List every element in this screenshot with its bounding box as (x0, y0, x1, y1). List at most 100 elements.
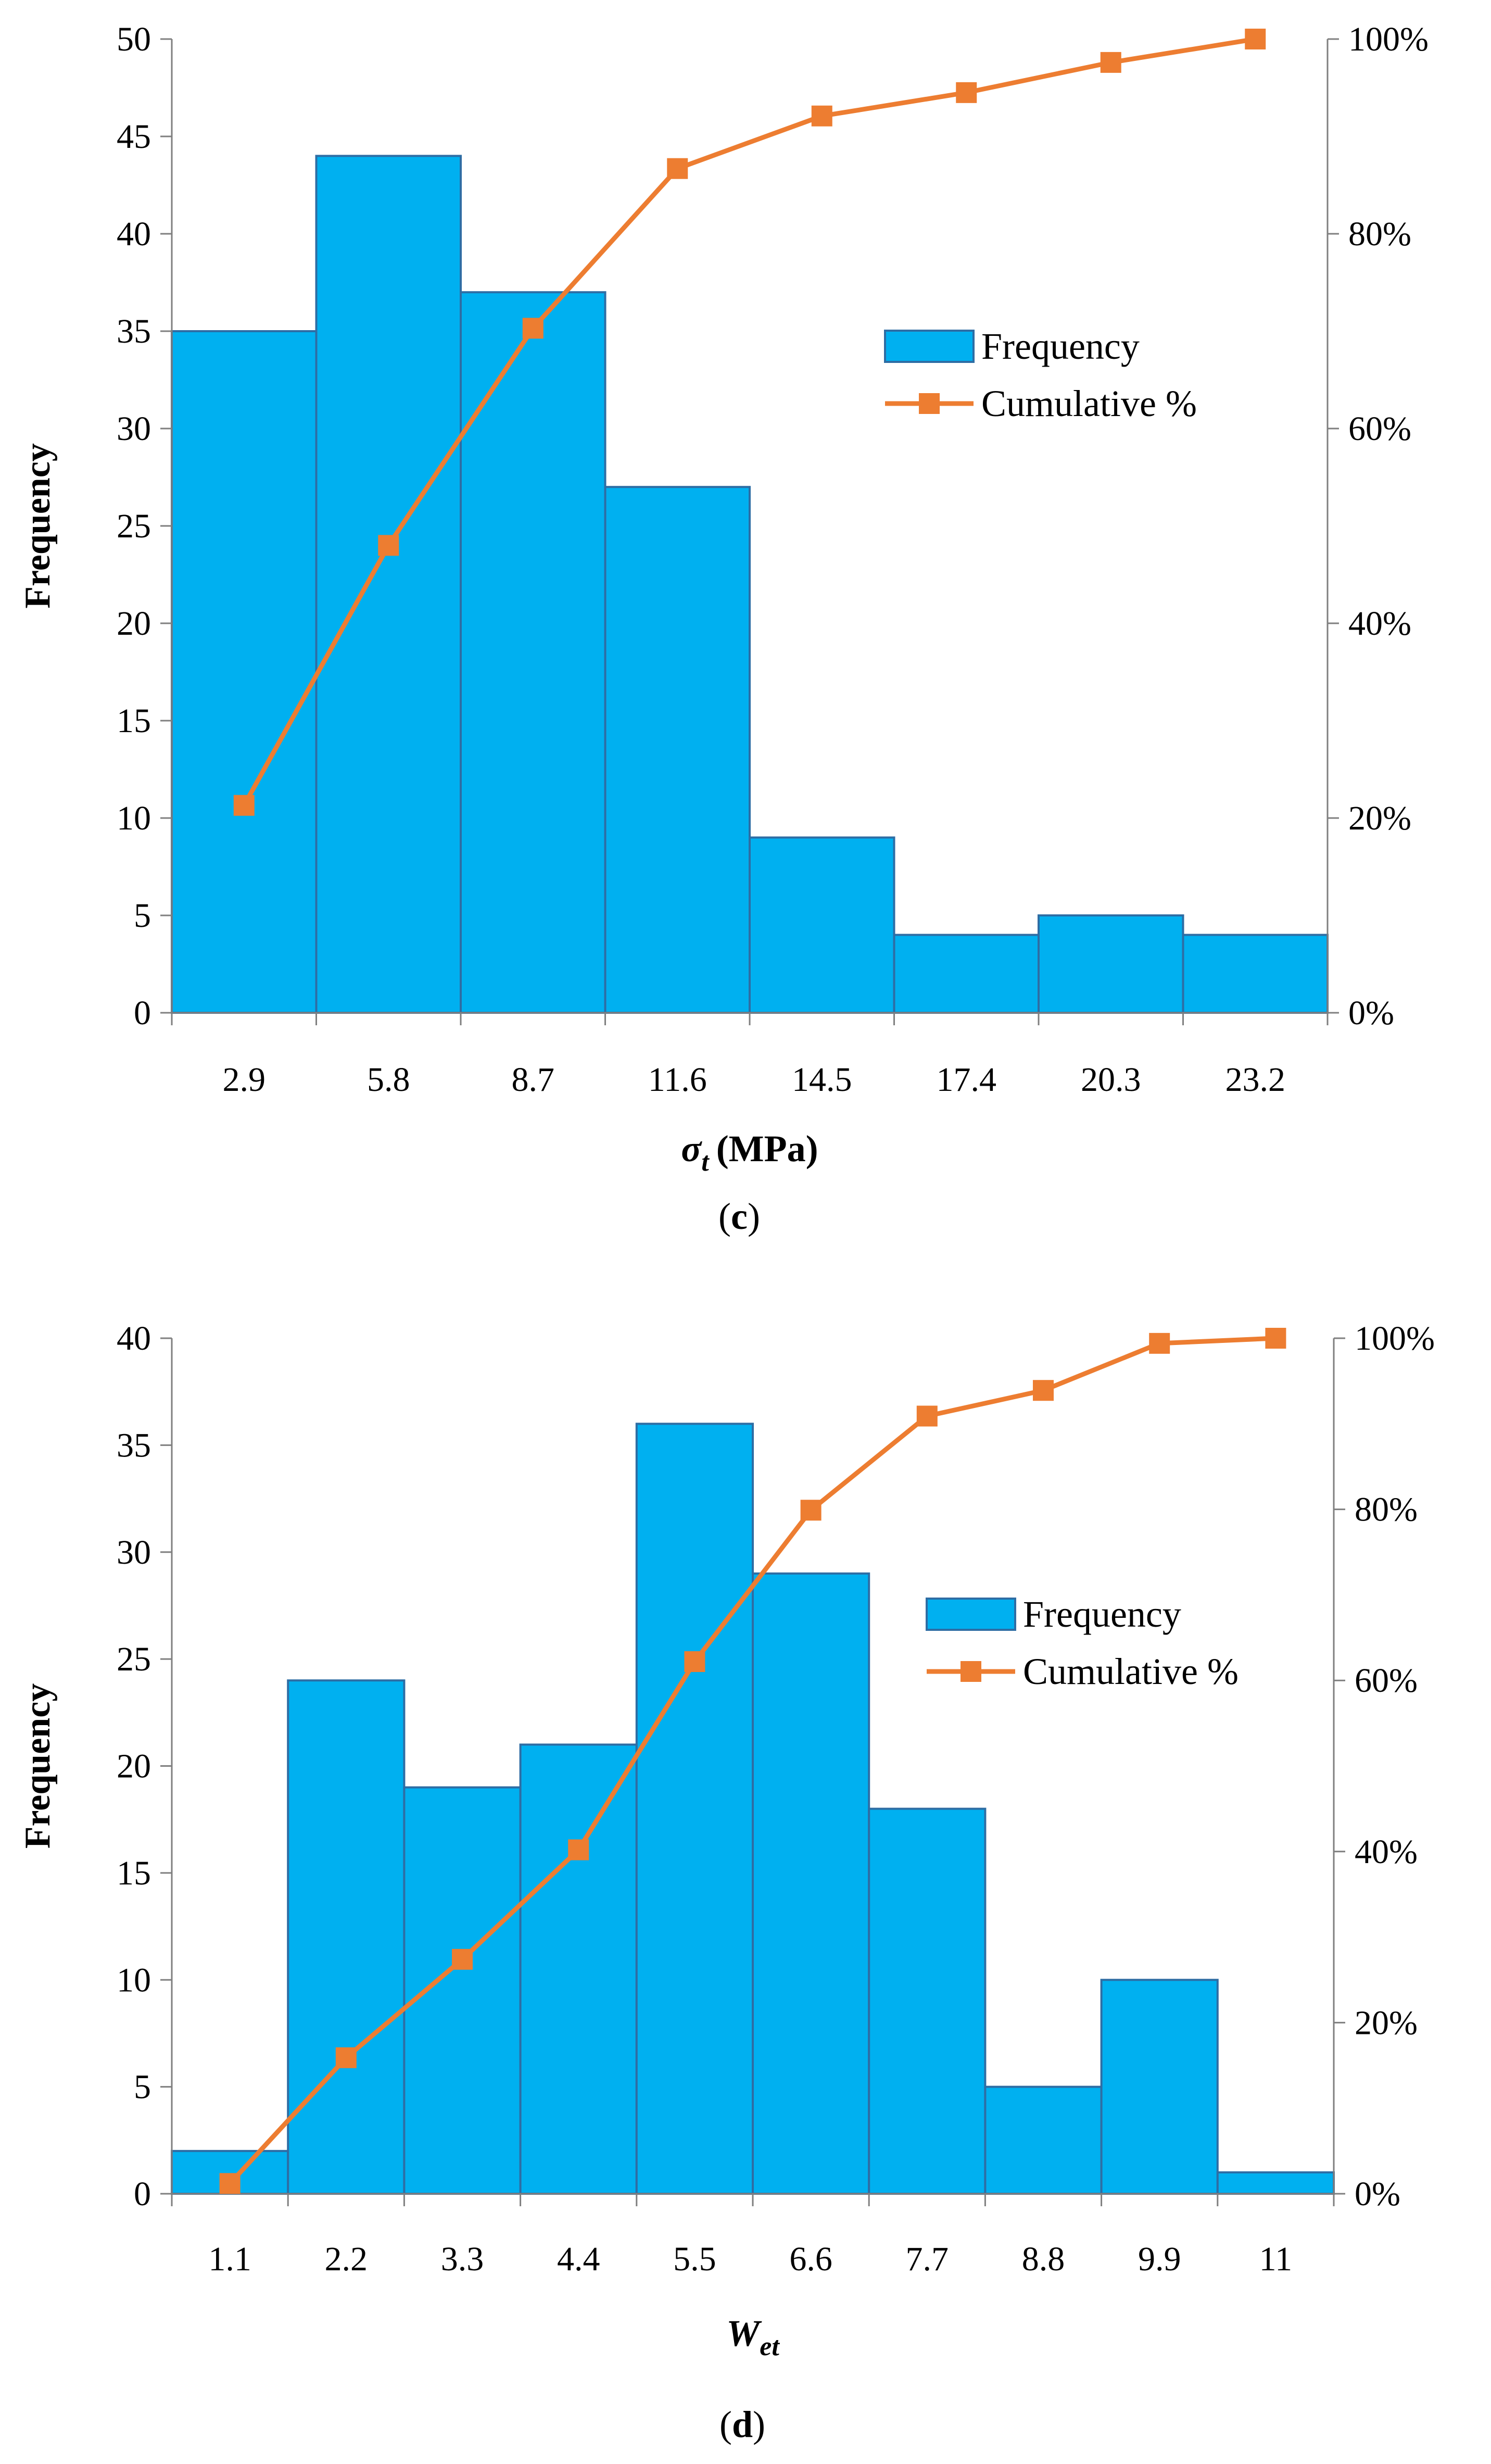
right-y-tick-label: 80% (1355, 1491, 1418, 1529)
right-y-tick-label: 60% (1348, 410, 1411, 448)
right-y-tick-label: 100% (1355, 1319, 1435, 1357)
bar-series (171, 1423, 1335, 2195)
cumulative-point (568, 1839, 589, 1860)
right-y-tick-label: 60% (1355, 1662, 1418, 1700)
cumulative-point (1033, 1380, 1054, 1401)
cumulative-point (1100, 52, 1121, 73)
y-axis-title: Frequency (18, 1683, 58, 1849)
x-tick-label: 14.5 (792, 1061, 852, 1099)
x-axis-title-symbol: σ (681, 1128, 702, 1170)
left-y-tick-label: 15 (117, 702, 151, 740)
bar (893, 934, 1040, 1014)
x-tick-label: 7.7 (906, 2240, 949, 2278)
x-tick-label: 4.4 (557, 2240, 600, 2278)
chart-d: 0 5 10 15 20 25 30 35 40 0% 20% 40% 60% 80% 100% 1.1 2.2… (18, 1319, 1435, 2445)
x-tick-label: 6.6 (789, 2240, 832, 2278)
x-axis-title: σt (MPa) (681, 1128, 818, 1177)
left-y-tick-label: 40 (117, 1319, 151, 1357)
bar (171, 330, 318, 1014)
cumulative-point (667, 158, 688, 179)
right-y-tick-label: 40% (1348, 605, 1411, 643)
cumulative-point (684, 1651, 705, 1673)
legend-swatch-frequency (926, 1598, 1016, 1631)
left-y-tick-label: 25 (117, 507, 151, 545)
bar (403, 1786, 522, 2195)
x-tick-label: 8.8 (1022, 2240, 1065, 2278)
left-y-tick-label: 0 (134, 994, 151, 1032)
x-tick-label: 5.8 (367, 1061, 410, 1099)
cumulative-point (1245, 29, 1266, 49)
cumulative-point (1149, 1332, 1170, 1354)
legend-swatch-marker (919, 393, 940, 414)
bar (519, 1743, 638, 2195)
left-y-tick-label: 35 (117, 1426, 151, 1464)
left-y-tick-label: 25 (117, 1640, 151, 1678)
caption-open-paren: ( (718, 1196, 731, 1237)
cumulative-line (228, 1336, 1276, 2185)
legend-swatch-frequency (884, 330, 975, 363)
x-tick-label: 3.3 (441, 2240, 484, 2278)
bar (635, 1423, 754, 2195)
cumulative-point (522, 318, 544, 339)
bar (868, 1807, 987, 2195)
x-tick-label: 9.9 (1138, 2240, 1181, 2278)
caption-close-paren: ) (748, 1196, 760, 1237)
legend-label-cumulative: Cumulative % (981, 383, 1197, 424)
right-y-tick-label: 80% (1348, 215, 1411, 253)
x-axis-title-subscript: et (760, 2332, 780, 2361)
x-tick-label: 1.1 (208, 2240, 251, 2278)
right-y-tick-label: 20% (1355, 2004, 1418, 2042)
bar (752, 1572, 870, 2195)
bar (1038, 914, 1184, 1014)
bar (1182, 934, 1329, 1014)
left-y-tick-label: 20 (117, 605, 151, 643)
x-tick-label: 8.7 (512, 1061, 555, 1099)
bar (287, 1679, 406, 2195)
cumulative-point (956, 82, 977, 103)
right-y-tick-label: 0% (1355, 2175, 1400, 2213)
y-axis-title: Frequency (18, 443, 58, 609)
cumulative-point (219, 2173, 241, 2194)
right-y-tick-label: 20% (1348, 799, 1411, 837)
bar (1216, 2171, 1335, 2195)
left-y-tick-label: 0 (134, 2175, 151, 2213)
cumulative-point (811, 105, 832, 127)
right-y-tick-label: 100% (1348, 20, 1429, 58)
bar (984, 2085, 1103, 2195)
x-tick-label: 17.4 (937, 1061, 997, 1099)
left-y-tick-label: 35 (117, 312, 151, 350)
cumulative-point (233, 795, 255, 816)
left-y-tick-label: 10 (117, 1961, 151, 1999)
right-y-tick-label: 40% (1355, 1833, 1418, 1871)
left-y-tick-label: 10 (117, 799, 151, 837)
bar (460, 291, 606, 1014)
bar (1100, 1979, 1219, 2195)
bar (604, 486, 751, 1014)
x-axis-title: Wet (726, 2312, 780, 2361)
chart-c: 0 5 10 15 20 25 30 35 40 45 50 0% 20% 40% 60% 80% 100% 2.… (18, 20, 1429, 1237)
legend-label-frequency: Frequency (981, 325, 1140, 367)
cumulative-point (916, 1405, 938, 1427)
cumulative-point (335, 2047, 357, 2068)
legend-label-cumulative: Cumulative % (1023, 1651, 1239, 1692)
cumulative-point (1265, 1328, 1286, 1349)
x-axis-title-subscript: t (701, 1147, 710, 1177)
bar (749, 836, 895, 1014)
caption-letter: d (732, 2404, 753, 2445)
legend: Frequency Cumulative % (926, 1593, 1239, 1692)
right-y-tick-label: 0% (1348, 994, 1394, 1032)
left-y-tick-label: 40 (117, 215, 151, 253)
left-y-tick-label: 30 (117, 1533, 151, 1572)
figure-caption: (c) (718, 1196, 760, 1237)
x-tick-label: 23.2 (1225, 1061, 1286, 1099)
x-tick-label: 20.3 (1081, 1061, 1141, 1099)
x-tick-label: 5.5 (673, 2240, 716, 2278)
left-y-tick-label: 50 (117, 20, 151, 58)
left-y-tick-label: 30 (117, 410, 151, 448)
x-tick-label: 2.2 (325, 2240, 368, 2278)
x-tick-label: 11 (1259, 2240, 1293, 2278)
left-y-tick-label: 15 (117, 1854, 151, 1892)
x-axis-title-unit: (MPa) (716, 1128, 818, 1170)
cumulative-point (378, 535, 399, 556)
